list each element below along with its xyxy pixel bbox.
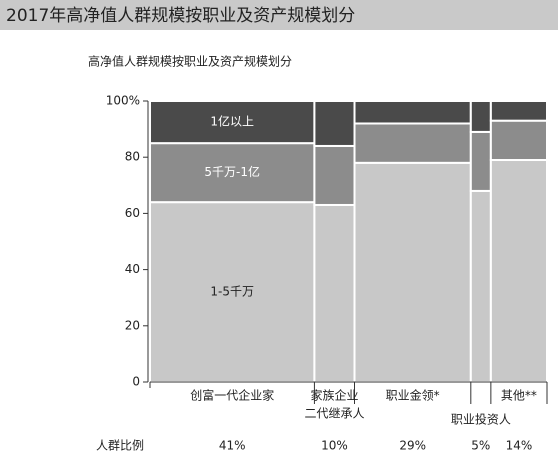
segment xyxy=(353,100,472,125)
segment xyxy=(489,119,548,162)
width-label: 5% xyxy=(471,439,490,453)
x-tick-label: 其他** xyxy=(501,389,537,403)
x-tick-label: 职业金领* xyxy=(386,388,440,403)
segment-label: 1亿以上 xyxy=(210,114,254,129)
segment xyxy=(313,144,356,206)
width-title: 人群比例 xyxy=(96,439,144,453)
y-tick-label: 60 xyxy=(125,206,140,220)
segment xyxy=(353,122,472,164)
segment xyxy=(313,203,356,383)
segment xyxy=(469,100,492,133)
y-tick-label: 40 xyxy=(125,262,140,276)
x-tick-label: 家族企业 xyxy=(310,388,358,403)
y-tick-label: 0 xyxy=(132,375,140,389)
segment xyxy=(313,100,356,147)
segment xyxy=(489,100,548,122)
width-label: 10% xyxy=(321,439,348,453)
chart-subtitle: 高净值人群规模按职业及资产规模划分 xyxy=(88,54,292,69)
width-label: 41% xyxy=(219,439,246,453)
segment-label: 5千万-1亿 xyxy=(204,164,260,179)
x-tick-label: 职业投资人 xyxy=(451,412,511,427)
chart-title: 2017年高净值人群规模按职业及资产规模划分 xyxy=(6,6,355,26)
width-label: 29% xyxy=(399,439,426,453)
segment xyxy=(149,100,316,145)
y-tick-label: 100% xyxy=(106,94,140,108)
segment xyxy=(489,159,548,383)
y-tick-label: 20 xyxy=(125,318,140,332)
y-tick-label: 80 xyxy=(125,150,140,164)
segment xyxy=(469,189,492,383)
segment-label: 1-5千万 xyxy=(210,285,254,299)
segment xyxy=(353,161,472,383)
segment xyxy=(469,130,492,192)
x-tick-label: 创富一代企业家 xyxy=(190,388,274,403)
title-bar xyxy=(0,0,558,30)
width-label: 14% xyxy=(506,439,533,453)
x-tick-label: 二代继承人 xyxy=(304,407,364,421)
